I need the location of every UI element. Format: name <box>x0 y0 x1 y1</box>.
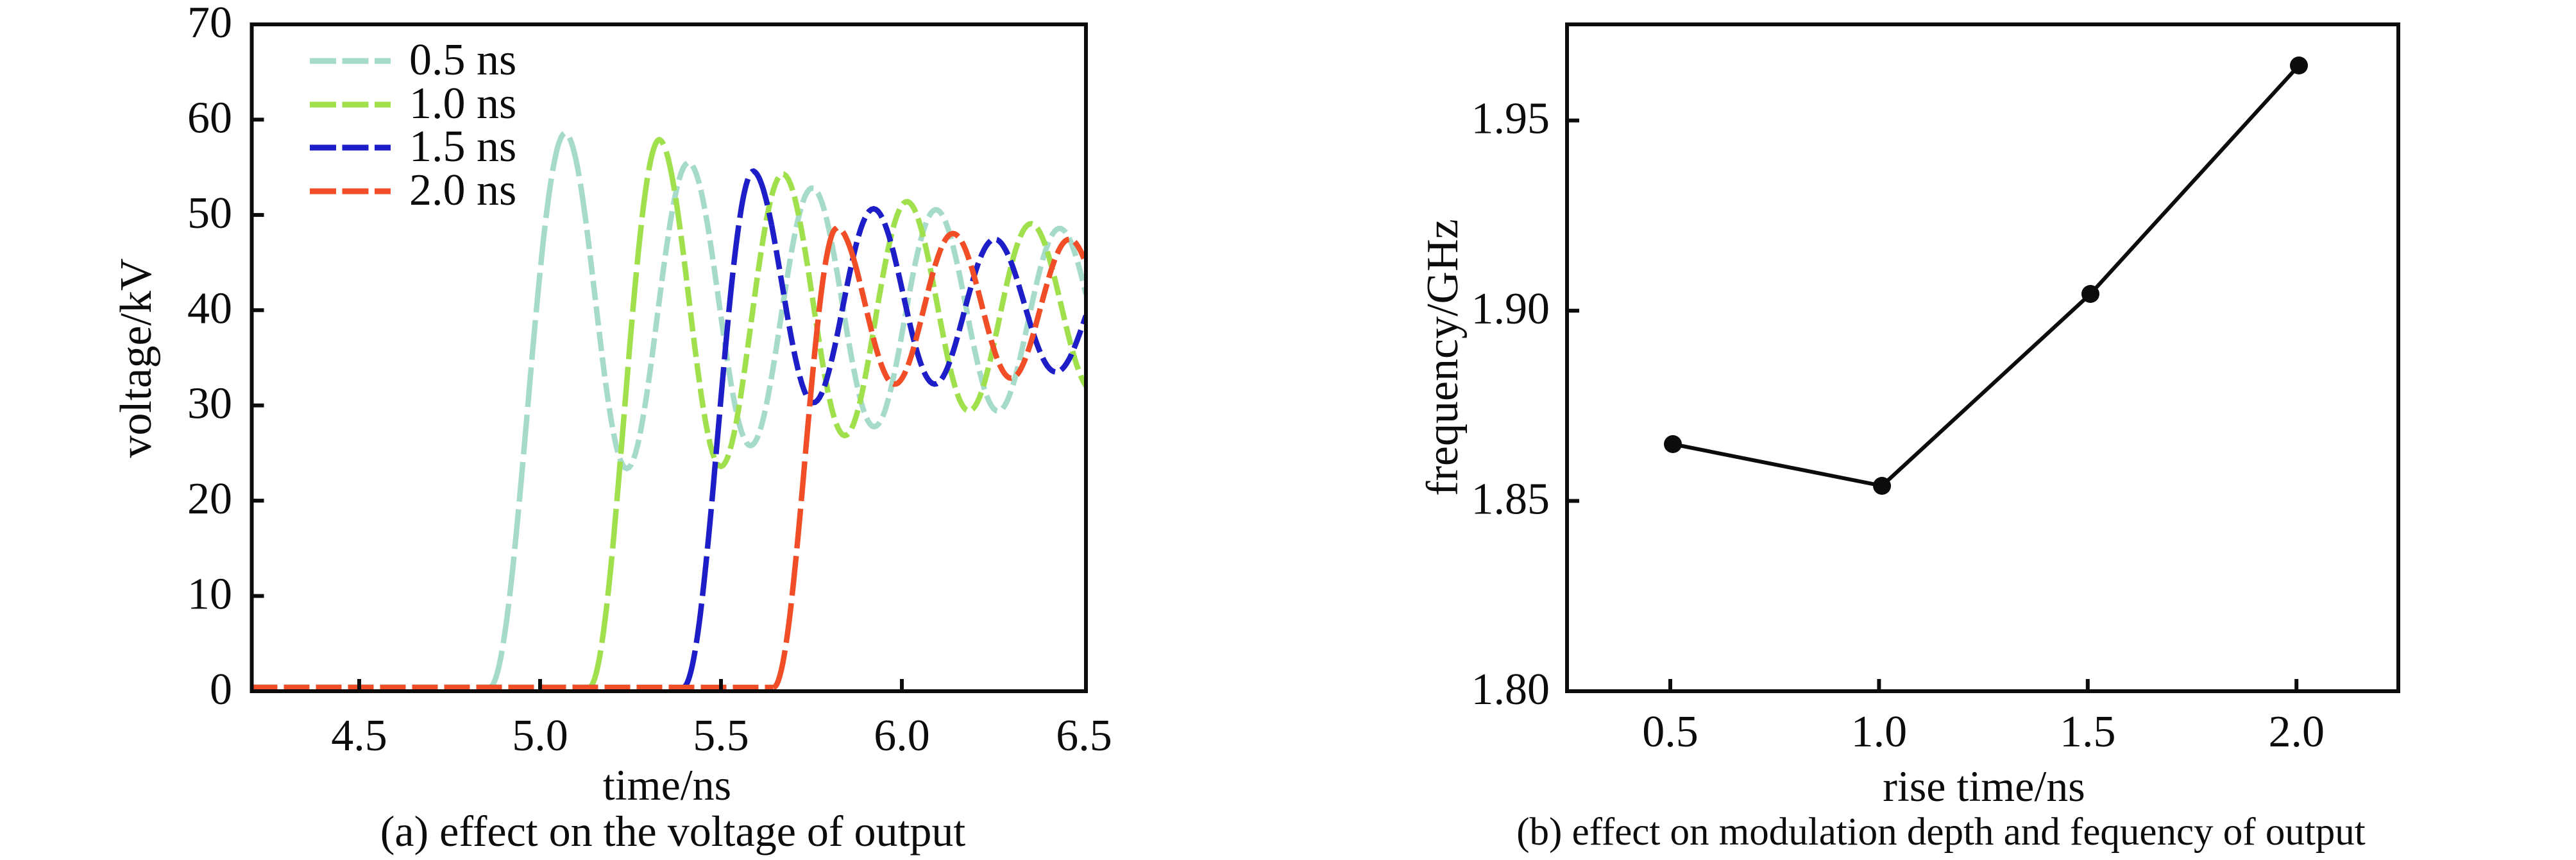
svg-text:1.0: 1.0 <box>1851 707 1908 757</box>
svg-text:1.95: 1.95 <box>1471 94 1550 144</box>
svg-text:70: 70 <box>187 0 232 47</box>
svg-text:6.0: 6.0 <box>874 711 930 761</box>
svg-text:40: 40 <box>187 284 232 333</box>
svg-text:0: 0 <box>210 665 232 714</box>
svg-text:10: 10 <box>187 570 232 619</box>
svg-text:6.5: 6.5 <box>1056 711 1112 761</box>
svg-text:1.5: 1.5 <box>2060 707 2116 757</box>
svg-text:time/ns: time/ns <box>603 761 731 809</box>
svg-text:5.0: 5.0 <box>512 711 568 761</box>
svg-text:1.80: 1.80 <box>1471 665 1550 714</box>
svg-text:0.5 ns: 0.5 ns <box>409 35 516 85</box>
svg-text:2.0: 2.0 <box>2268 707 2325 757</box>
svg-text:voltage/kV: voltage/kV <box>112 258 161 458</box>
svg-text:60: 60 <box>187 93 232 142</box>
svg-text:5.5: 5.5 <box>693 711 749 761</box>
svg-text:(a) effect on the voltage of o: (a) effect on the voltage of output <box>380 807 966 856</box>
svg-text:4.5: 4.5 <box>331 711 387 761</box>
svg-text:rise time/ns: rise time/ns <box>1883 762 2085 811</box>
svg-text:frequency/GHz: frequency/GHz <box>1418 219 1468 495</box>
svg-text:(b) effect on modulation depth: (b) effect on modulation depth and feque… <box>1516 811 2366 854</box>
svg-text:1.85: 1.85 <box>1471 475 1550 524</box>
svg-text:0.5: 0.5 <box>1642 707 1699 757</box>
svg-text:30: 30 <box>187 379 232 429</box>
svg-text:2.0 ns: 2.0 ns <box>409 166 516 215</box>
svg-text:20: 20 <box>187 474 232 524</box>
svg-text:50: 50 <box>187 189 232 238</box>
svg-text:1.0 ns: 1.0 ns <box>409 79 516 128</box>
svg-text:1.90: 1.90 <box>1471 284 1550 334</box>
svg-text:1.5 ns: 1.5 ns <box>409 122 516 171</box>
